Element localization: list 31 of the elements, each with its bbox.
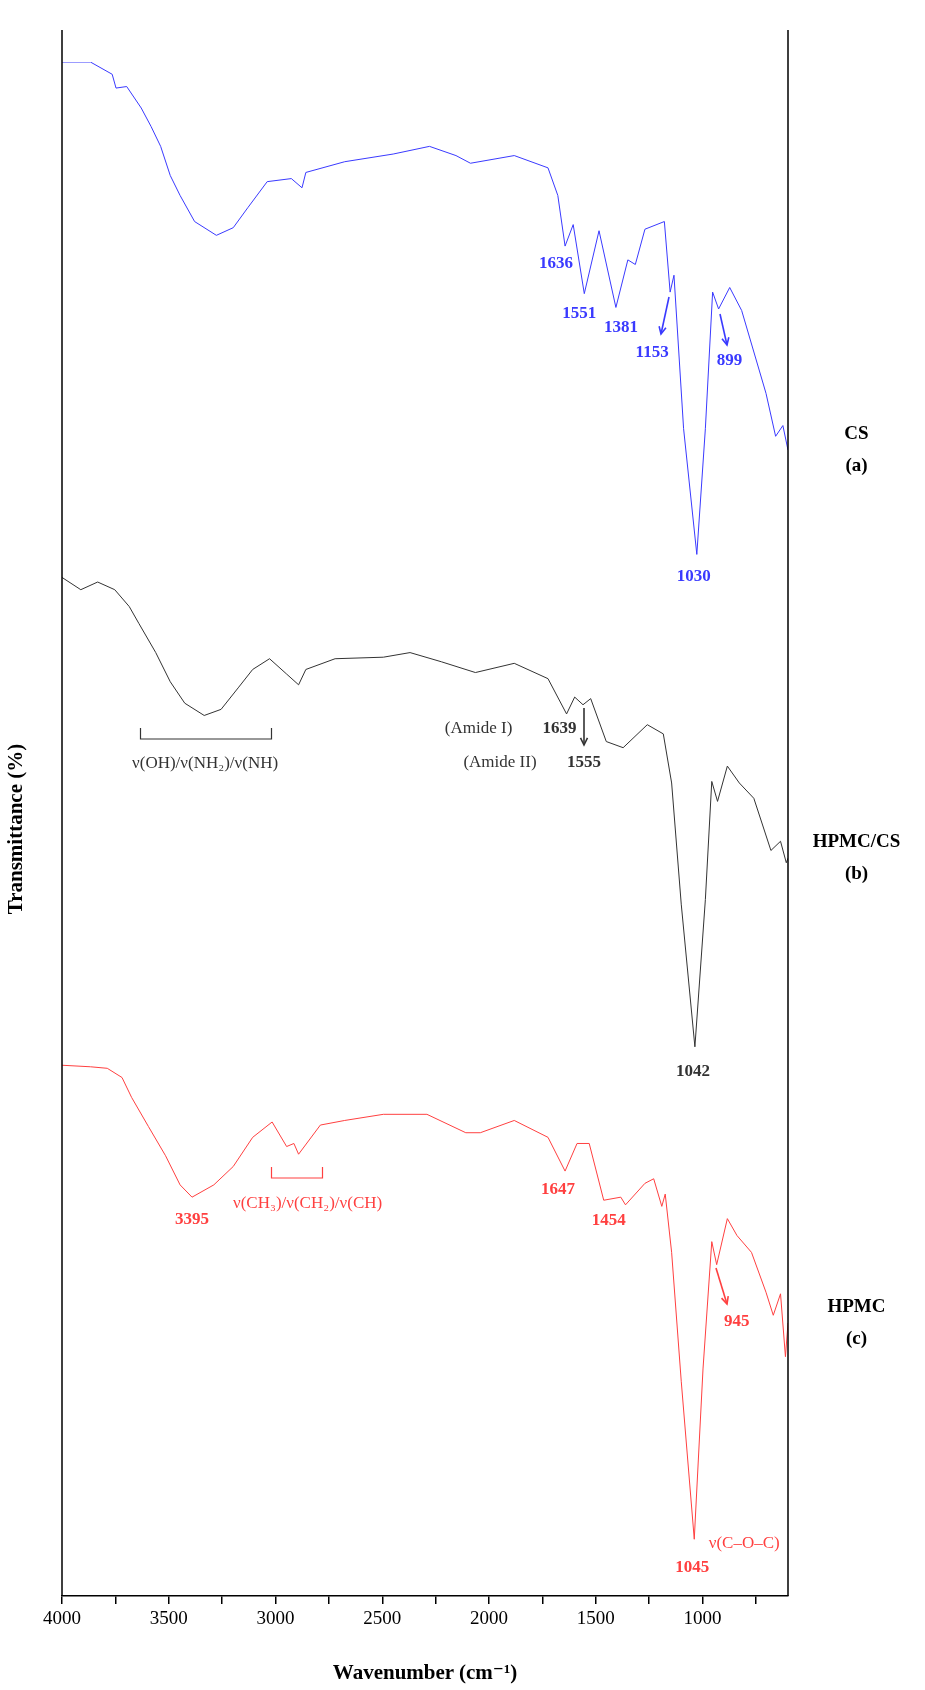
annotation: 1381 xyxy=(603,316,638,336)
x-tick-label: 4000 xyxy=(43,1607,81,1629)
annotation: 945 xyxy=(723,1311,750,1331)
text: HPMC (c) xyxy=(827,1294,886,1349)
annotation: ν(OH)/ν(NH₂)/ν(NH) xyxy=(132,752,279,772)
x-tick-label: 1500 xyxy=(576,1607,615,1629)
annotation: 3395 xyxy=(175,1208,210,1228)
annotation: 1647 xyxy=(541,1179,576,1199)
annotation: 1555 xyxy=(567,752,602,772)
x-tick-label: 3500 xyxy=(149,1607,188,1629)
annotation: 1030 xyxy=(676,565,711,585)
annotation: 1636 xyxy=(539,253,574,273)
x-tick-label: 2000 xyxy=(470,1607,509,1629)
annotation: ν(CH₃)/ν(CH₂)/ν(CH) xyxy=(233,1192,383,1212)
x-axis-title: Wavenumber (cm⁻¹) xyxy=(332,1659,518,1684)
annotation: ν(C–O–C) xyxy=(708,1532,780,1552)
annotation: 1639 xyxy=(542,718,577,738)
annotation: (Amide II) xyxy=(463,752,537,772)
annotation: 1153 xyxy=(635,342,669,362)
text: CS (a) xyxy=(844,422,869,477)
x-tick-label: 2500 xyxy=(363,1607,402,1629)
annotation: 1042 xyxy=(675,1061,710,1081)
annotation: (Amide I) xyxy=(444,718,513,738)
x-tick-label: 1000 xyxy=(683,1607,722,1629)
annotation: 899 xyxy=(716,350,743,370)
annotation: 1454 xyxy=(591,1209,627,1229)
annotation: 1551 xyxy=(562,303,597,323)
y-axis-title: Transmittance (%) xyxy=(3,743,28,915)
annotation: 1045 xyxy=(675,1556,710,1576)
x-tick-label: 3000 xyxy=(256,1607,295,1629)
series-label: HPMC/CS (b) xyxy=(812,830,901,885)
